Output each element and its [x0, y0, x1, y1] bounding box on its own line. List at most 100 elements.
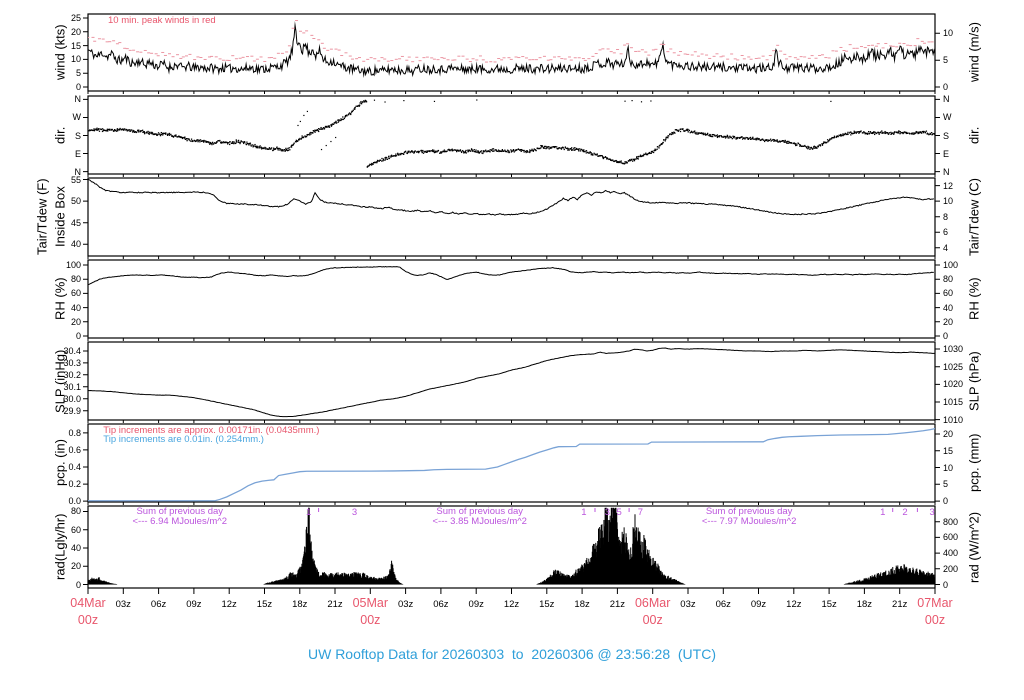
x-tick-label: 09z	[468, 599, 484, 610]
rad-peak-label: 1	[880, 507, 886, 518]
y-tick-label-left: S	[74, 130, 81, 141]
y-tick-label-right: 80	[943, 274, 954, 285]
rad-sum-note-1: Sum of previous day	[136, 506, 224, 517]
y-tick-label-left: 100	[65, 259, 81, 270]
x-tick-label: 03z	[680, 599, 696, 610]
rad-peak-label: 2	[902, 507, 908, 518]
x-tick-label: 15z	[539, 599, 555, 610]
y-tick-label-left: 80	[70, 274, 81, 285]
y-tick-label-right: 5	[943, 55, 949, 66]
panel-temperature	[88, 178, 935, 256]
rad-peak-label: 1	[581, 507, 587, 518]
wind-axis-title: wind (kts)	[52, 24, 68, 81]
y-tick-label-right: 1010	[943, 414, 964, 425]
y-tick-label-right: 6	[943, 227, 949, 238]
y-tick-label-right: 1025	[943, 361, 964, 372]
x-day-label: 06Mar	[634, 596, 671, 610]
y-tick-label-right: 40	[943, 302, 954, 313]
x-tick-label: 03z	[397, 599, 414, 610]
tick-marks	[83, 17, 940, 594]
y-tick-label-left: 0.4	[68, 462, 81, 472]
y-tick-label-right: 1020	[943, 379, 964, 390]
tip-increment-note-red: Tip increments are approx. 0.00171in. (0…	[103, 425, 320, 436]
rad-peak-label: 3	[929, 507, 935, 518]
rad-sum-value-1: <--- 6.94 MJoules/m^2	[132, 516, 227, 527]
y-tick-label-left: W	[72, 112, 82, 123]
x-day-label: 05Mar	[352, 596, 389, 610]
y-tick-label-left: 0	[75, 579, 81, 590]
x-tick-label: 03z	[115, 599, 131, 610]
humidity-plot-canvas	[88, 260, 935, 338]
y-tick-label-right: 20	[943, 316, 954, 327]
x-tick-label: 12z	[221, 599, 237, 610]
rad-peak-label: 7	[637, 507, 644, 518]
y-tick-label-left: N	[74, 166, 82, 177]
y-tick-label-right: 60	[943, 288, 954, 299]
y-tick-label-left: 60	[70, 288, 81, 299]
y-tick-label-left: 40	[70, 239, 81, 250]
y-tick-label-right: 200	[943, 563, 959, 574]
rad-peak-label: 5	[616, 507, 622, 518]
y-tick-label-right: 4	[943, 242, 949, 253]
y-tick-label-left: 40	[70, 302, 81, 313]
y-tick-label-right: 100	[943, 259, 959, 270]
y-tick-label-left: 30.4	[63, 345, 81, 356]
rad-peak-label: 3	[604, 507, 611, 518]
panel-precip	[88, 424, 935, 502]
y-tick-label-left: 29.9	[63, 405, 81, 416]
y-tick-label-right: N	[943, 94, 950, 105]
y-tick-label-left: 0.0	[68, 496, 81, 507]
y-tick-label-right: 0	[943, 81, 949, 92]
panel-pressure	[88, 342, 935, 420]
peak-winds-note: 10 min. peak winds in red	[107, 15, 216, 26]
y-tick-label-left: 0.6	[68, 444, 81, 455]
y-tick-label-left: E	[74, 148, 81, 159]
rad-peak-label: 1	[305, 507, 312, 518]
tip-increment-note-blue: Tip increments are 0.01in. (0.254mm.)	[103, 434, 264, 445]
rad-sum-note-2: Sum of previous day	[436, 506, 524, 517]
y-tick-label-right: 1015	[943, 396, 964, 407]
y-tick-label-left: 30.2	[63, 369, 81, 380]
x-tick-label: 09z	[750, 599, 767, 610]
x-tick-label: 15z	[821, 599, 837, 610]
x-tick-label: 06z	[433, 599, 449, 610]
y-tick-label-right: E	[943, 148, 950, 159]
x-tick-label: 18z	[856, 599, 873, 610]
x-day-label-hour: 00z	[360, 613, 381, 627]
y-tick-label-right: 10	[943, 462, 954, 473]
wind-axis-title-right: wind (m/s)	[966, 22, 982, 83]
y-tick-label-right: 0	[943, 331, 949, 341]
panel-radiation	[88, 506, 935, 588]
x-tick-label: 21z	[609, 599, 626, 610]
y-tick-label-right: 20	[943, 428, 954, 439]
y-tick-label-left: 30.3	[63, 357, 81, 368]
y-tick-label-right: N	[943, 166, 950, 177]
x-tick-label: 18z	[574, 599, 590, 610]
y-tick-label-right: 8	[943, 211, 949, 222]
y-tick-label-left: N	[74, 94, 82, 105]
x-day-label-hour: 00z	[924, 613, 946, 627]
chart-title: UW Rooftop Data for 20260303 to 20260306…	[307, 646, 716, 662]
y-tick-label-left: 20	[70, 316, 81, 327]
rad-sum-value-2: <--- 3.85 MJoules/m^2	[432, 516, 527, 527]
x-day-label-hour: 00z	[642, 613, 663, 627]
rad-sum-value-3: <--- 7.97 MJoules/m^2	[701, 516, 797, 527]
x-tick-label: 06z	[150, 599, 167, 610]
rad-peak-label: 3	[351, 507, 358, 518]
x-tick-label: 12z	[503, 599, 520, 610]
y-tick-label-right: 15	[943, 445, 954, 456]
x-tick-label: 12z	[786, 599, 802, 610]
y-tick-label-left: 15	[70, 40, 81, 51]
y-tick-label-right: 600	[943, 532, 959, 543]
x-tick-label: 06z	[715, 599, 731, 610]
y-tick-label-left: 0	[75, 81, 81, 92]
panel-direction	[88, 96, 935, 174]
y-tick-label-right: 10	[943, 28, 954, 39]
y-tick-label-left: 45	[70, 217, 81, 228]
temperature-plot-canvas	[88, 178, 935, 256]
rad-sum-note-3: Sum of previous day	[705, 506, 793, 517]
y-tick-label-right: 12	[943, 180, 954, 191]
y-tick-label-left: 50	[70, 196, 81, 207]
y-tick-label-right: 800	[943, 516, 959, 527]
